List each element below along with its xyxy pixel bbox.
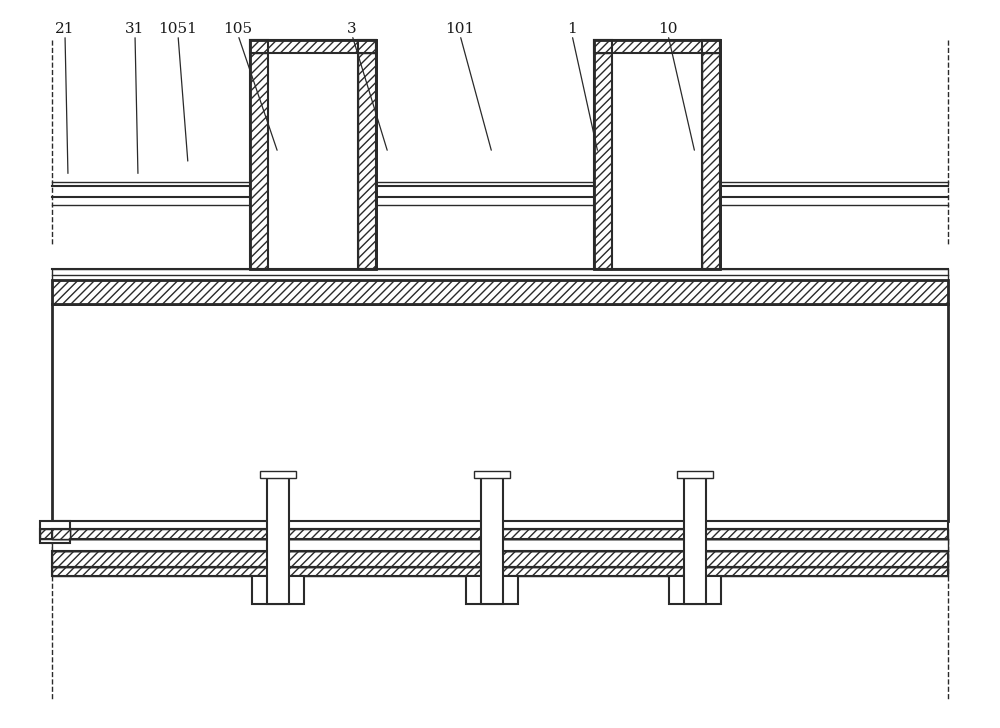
Bar [250, 40, 376, 53]
Bar [250, 40, 376, 269]
Bar [702, 40, 720, 269]
Bar [40, 529, 70, 539]
Bar [52, 269, 948, 280]
Bar [250, 40, 268, 269]
Bar [260, 471, 296, 478]
Bar [594, 40, 720, 269]
Bar [52, 567, 948, 576]
Bar [250, 40, 268, 269]
Text: 31: 31 [125, 22, 145, 36]
Bar [268, 53, 358, 269]
Bar [52, 539, 948, 551]
Text: 21: 21 [55, 22, 75, 36]
Bar [52, 567, 948, 576]
Bar [40, 529, 70, 539]
Text: 3: 3 [347, 22, 357, 36]
Bar [358, 40, 376, 269]
Bar [250, 40, 376, 269]
Bar [474, 471, 510, 478]
Bar [594, 40, 720, 269]
Bar [466, 576, 518, 604]
Text: 101: 101 [445, 22, 475, 36]
Bar [481, 478, 503, 604]
Bar [677, 471, 713, 478]
Bar [40, 521, 70, 543]
Bar [52, 529, 70, 539]
Bar [52, 529, 948, 539]
Text: 1: 1 [567, 22, 577, 36]
Bar [52, 280, 948, 304]
Bar [594, 40, 612, 269]
Bar [52, 280, 948, 304]
Bar [267, 478, 289, 604]
Bar [52, 529, 948, 539]
Bar [52, 304, 948, 521]
Bar [669, 576, 721, 604]
Text: 1051: 1051 [159, 22, 197, 36]
Bar [594, 40, 612, 269]
Bar [358, 40, 376, 269]
Text: 10: 10 [658, 22, 678, 36]
Bar [52, 521, 948, 529]
Text: 105: 105 [223, 22, 253, 36]
Bar [612, 53, 702, 269]
Bar [252, 576, 304, 604]
Bar [52, 551, 948, 567]
Bar [702, 40, 720, 269]
Bar [684, 478, 706, 604]
Bar [52, 551, 948, 567]
Bar [594, 40, 720, 53]
Bar [594, 40, 720, 53]
Bar [250, 40, 376, 53]
